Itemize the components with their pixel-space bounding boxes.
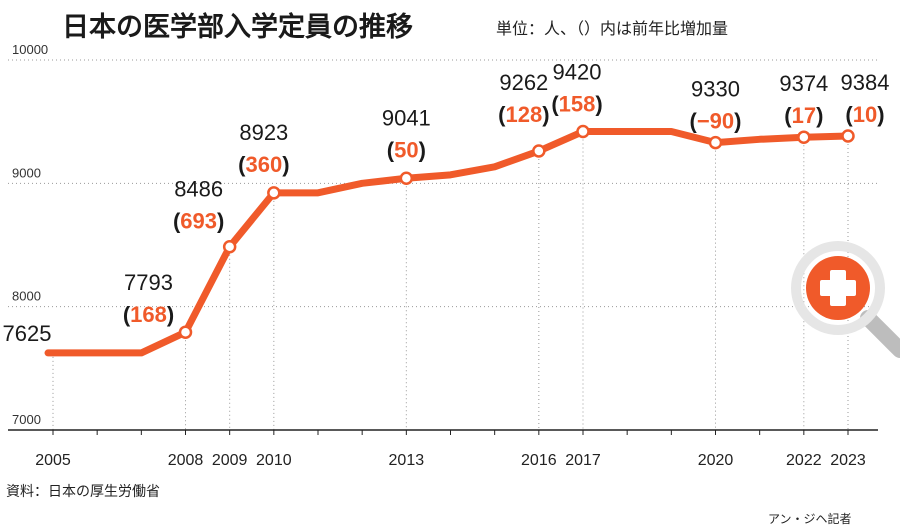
value-label: 7625 (3, 321, 52, 346)
diff-label: (168) (123, 302, 174, 327)
diff-label: (158) (551, 92, 602, 117)
diff-value: 360 (245, 152, 282, 177)
x-tick-label: 2013 (389, 452, 425, 469)
value-label: 8486 (174, 177, 223, 202)
source-note: 資料：日本の厚生労働省 (6, 484, 160, 500)
diff-value: 128 (505, 102, 542, 127)
paren-close: ) (816, 103, 823, 128)
x-tick-label: 2016 (521, 452, 557, 469)
paren-close: ) (167, 302, 174, 327)
data-point (797, 130, 811, 144)
x-tick-label: 2023 (830, 452, 866, 469)
paren-open: ( (845, 102, 853, 127)
paren-close: ) (542, 102, 549, 127)
value-label: 9330 (691, 77, 740, 102)
diff-value: 168 (130, 302, 167, 327)
x-axis-minor-ticks (52, 430, 849, 435)
y-tick-label: 7000 (12, 412, 41, 427)
diff-label: (−90) (690, 109, 742, 134)
paren-open: ( (387, 137, 395, 162)
x-axis-tick-labels: 2005 2008 2009 2010 2013 2016 2017 2020 2022 2023 (35, 452, 866, 469)
y-tick-label: 10000 (12, 42, 48, 57)
value-label: 7793 (124, 270, 173, 295)
x-tick-label: 2005 (35, 452, 71, 469)
chart-title: 日本の医学部入学定員の推移 (62, 11, 413, 43)
diff-label: (17) (784, 103, 823, 128)
paren-open: ( (690, 109, 698, 134)
diff-value: 17 (792, 103, 816, 128)
x-tick-label: 2020 (698, 452, 734, 469)
data-point (708, 135, 723, 150)
paren-close: ) (419, 137, 426, 162)
data-point (841, 129, 855, 143)
diff-value: 158 (559, 92, 596, 117)
x-tick-label: 2008 (168, 452, 204, 469)
value-label: 8923 (239, 120, 288, 145)
gridlines (8, 59, 880, 308)
data-point (178, 325, 193, 339)
diff-label: (50) (387, 137, 426, 162)
diff-label: (360) (238, 152, 289, 177)
x-tick-label: 2009 (212, 452, 248, 469)
paren-open: ( (551, 92, 559, 117)
value-label: 9041 (382, 105, 431, 130)
data-point (532, 144, 546, 158)
paren-close: ) (217, 209, 224, 234)
diff-value: 693 (180, 209, 217, 234)
unit-note: 単位：人、（）内は前年比増加量 (496, 19, 728, 38)
x-tick-label: 2010 (256, 452, 292, 469)
diff-value: 50 (394, 137, 418, 162)
value-label: 9384 (841, 70, 890, 95)
y-tick-label: 8000 (12, 289, 41, 304)
diff-label: (10) (845, 102, 884, 127)
diff-value: −90 (697, 109, 734, 134)
data-point (399, 171, 414, 186)
value-label: 9262 (499, 70, 548, 95)
paren-open: ( (238, 152, 246, 177)
y-axis-ticks: 7000 8000 9000 10000 (12, 42, 48, 427)
data-point (576, 124, 590, 139)
drop-lines (52, 131, 849, 430)
paren-open: ( (784, 103, 792, 128)
diff-label: (693) (173, 209, 224, 234)
y-tick-label: 9000 (12, 165, 41, 180)
data-labels: 76257793(168)8486(693)8923(360)9041(50)9… (3, 60, 890, 346)
paren-close: ) (595, 92, 602, 117)
paren-open: ( (123, 302, 131, 327)
diff-label: (128) (498, 102, 549, 127)
magnifier-medical-cross-icon (791, 241, 900, 358)
value-label: 9420 (553, 60, 602, 85)
paren-open: ( (498, 102, 506, 127)
paren-close: ) (282, 152, 289, 177)
value-label: 9374 (779, 71, 828, 96)
data-points (178, 124, 855, 339)
paren-close: ) (877, 102, 884, 127)
credit: アン・ジヘ記者 (768, 511, 852, 526)
x-tick-label: 2022 (786, 452, 822, 469)
paren-open: ( (173, 209, 181, 234)
paren-close: ) (734, 109, 741, 134)
data-point (267, 186, 281, 200)
diff-value: 10 (853, 102, 877, 127)
data-point (222, 239, 237, 254)
x-tick-label: 2017 (565, 452, 601, 469)
